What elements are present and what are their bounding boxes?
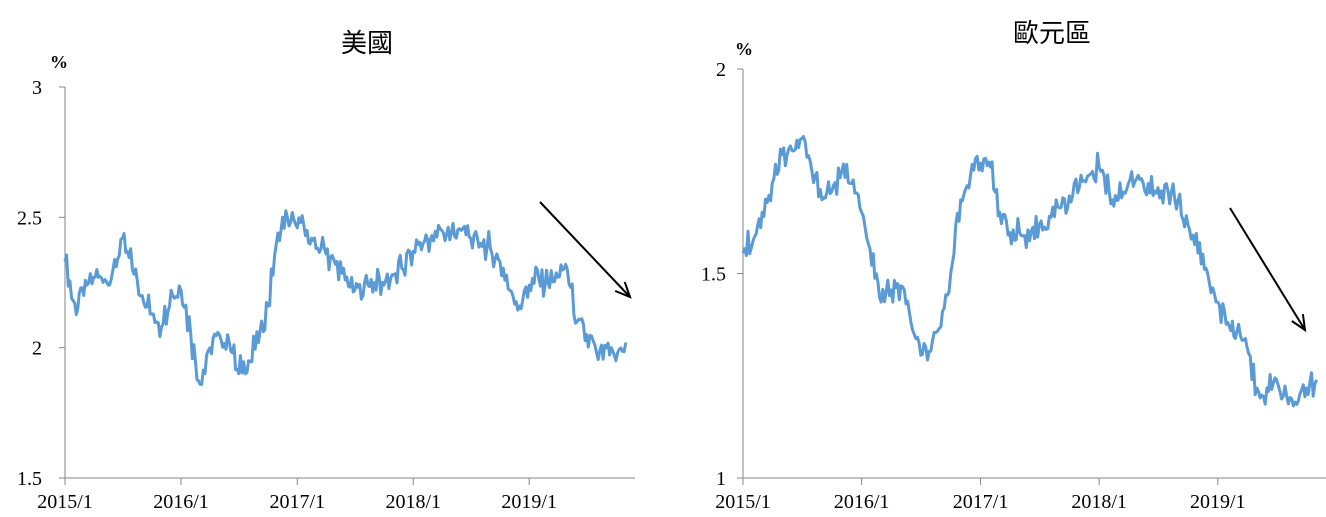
us-chart: 美國% 1.5 2 2.5 3 2015/1 2016/1 2017/1 2018/1 2019/… [17, 29, 635, 513]
us-y-tick-label: 2 [32, 338, 42, 360]
euro-area-x-tick-label: 2015/1 [715, 491, 771, 513]
euro-area-y-tick-label: 1.5 [701, 264, 726, 286]
euro-area-chart-title: 歐元區 [1013, 19, 1091, 49]
us-y-tick-label: 3 [32, 77, 42, 99]
euro-area-x-tick-label: 2016/1 [834, 491, 890, 513]
us-x-tick-label: 2016/1 [153, 491, 209, 513]
us-y-tick-label: 2.5 [17, 207, 42, 229]
euro-area-y-tick-label: 1 [716, 468, 726, 490]
euro-area-x-tick-label: 2017/1 [953, 491, 1009, 513]
euro-area-x-tick-label: 2018/1 [1071, 491, 1127, 513]
euro-area-y-tick-label: 2 [716, 59, 726, 81]
us-trend-arrow-head [614, 281, 632, 299]
us-series-line [63, 209, 628, 386]
us-y-tick-label: 1.5 [17, 468, 42, 490]
us-x-tick-label: 2015/1 [37, 491, 93, 513]
us-x-tick-label: 2019/1 [501, 491, 557, 513]
us-trend-arrow [539, 201, 631, 298]
euro-area-trend-arrow-head [1291, 313, 1307, 333]
euro-area-x-tick-label: 2019/1 [1190, 491, 1246, 513]
euro-area-chart: 歐元區% 1 1.5 2 2015/1 2016/1 2017/1 2018/1 2019/1 [701, 19, 1326, 513]
euro-area-series-line [741, 135, 1318, 408]
us-x-tick-label: 2018/1 [385, 491, 441, 513]
us-x-tick-label: 2017/1 [269, 491, 325, 513]
euro-area-unit-label: % [735, 39, 753, 59]
us-unit-label: % [50, 52, 68, 72]
us-chart-title: 美國 [341, 29, 393, 59]
euro-area-trend-arrow [1229, 207, 1306, 331]
